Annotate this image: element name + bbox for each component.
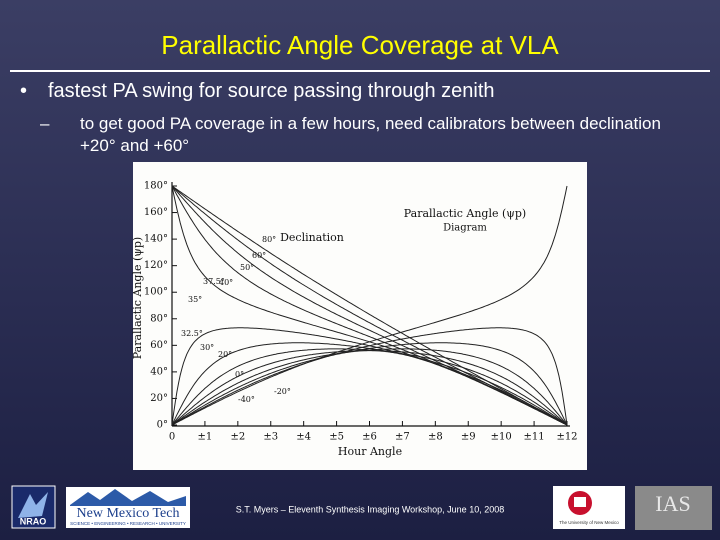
figure-title: Parallactic Angle (ψp): [404, 207, 526, 220]
sub-bullet-text: to get good PA coverage in a few hours, …: [80, 114, 661, 155]
bullet-dash: –: [40, 114, 50, 133]
x-tick-label: ±6: [362, 432, 377, 443]
x-tick-label: ±4: [296, 432, 311, 443]
x-tick-label: 0: [169, 432, 175, 443]
nmt-mountains: [70, 489, 186, 506]
x-tick-label: ±2: [230, 432, 245, 443]
curve: [171, 342, 568, 426]
curve-label: 40°: [219, 278, 233, 287]
y-tick-label: 0°: [157, 420, 168, 431]
bullet-dot: •: [20, 80, 28, 102]
unm-emblem-inner: [574, 497, 586, 507]
curve: [171, 327, 568, 426]
unm-text: The University of New Mexico: [559, 520, 619, 525]
curve: [171, 185, 568, 426]
x-tick-label: ±9: [461, 432, 476, 443]
nmt-subtext: SCIENCE • ENGINEERING • RESEARCH • UNIVE…: [70, 521, 186, 526]
curve: [171, 185, 568, 426]
curve-label: 37.5°: [203, 277, 225, 286]
sub-bullet: – to get good PA coverage in a few hours,…: [40, 113, 700, 157]
x-tick-label: ±10: [491, 432, 512, 443]
bullet-text: fastest PA swing for source passing thro…: [48, 80, 495, 102]
x-tick-label: ±11: [524, 432, 545, 443]
nrao-text: NRAO: [20, 516, 47, 526]
citation: S.T. Myers – Eleventh Synthesis Imaging …: [236, 504, 504, 514]
curve-label: -40°: [238, 395, 255, 404]
slide-title: Parallactic Angle Coverage at VLA: [161, 30, 559, 60]
ias-text: IAS: [655, 491, 690, 516]
curve-label: 32.5°: [181, 329, 203, 338]
curve-label: 30°: [200, 343, 214, 352]
y-tick-label: 120°: [144, 260, 168, 271]
x-axis-label: Hour Angle: [338, 445, 402, 458]
y-axis-label: Parallactic Angle (ψp): [131, 237, 144, 359]
x-tick-label: ±7: [395, 432, 410, 443]
y-tick-label: 100°: [144, 287, 168, 298]
x-tick-label: ±1: [198, 432, 213, 443]
y-tick-label: 80°: [150, 313, 168, 324]
legend-title: Declination: [280, 231, 344, 244]
curve-label: 0°: [235, 370, 244, 379]
y-tick-label: 60°: [150, 340, 168, 351]
x-tick-label: ±3: [263, 432, 278, 443]
ias-logo: [635, 486, 712, 530]
curve: [171, 348, 568, 426]
y-tick-label: 40°: [150, 366, 168, 377]
curve-label: 35°: [188, 295, 202, 304]
figure-frame: [133, 162, 587, 470]
bullet: • fastest PA swing for source passing thr…: [20, 80, 495, 103]
x-tick-label: ±12: [556, 432, 577, 443]
curve-label: 50°: [240, 263, 254, 272]
title-rule: [10, 70, 710, 72]
figure-subtitle: Diagram: [443, 223, 487, 234]
y-tick-label: 180°: [144, 181, 168, 192]
x-tick-label: ±8: [428, 432, 443, 443]
curve-label: 80°: [262, 235, 276, 244]
curve-label: -20°: [274, 387, 291, 396]
y-tick-label: 20°: [150, 393, 168, 404]
x-tick-label: ±5: [329, 432, 344, 443]
y-tick-label: 160°: [144, 207, 168, 218]
y-tick-label: 140°: [144, 234, 168, 245]
curve-label: 60°: [252, 251, 266, 260]
nrao-dish: [18, 492, 48, 518]
nmt-text: New Mexico Tech: [77, 506, 180, 521]
curve: [171, 185, 568, 426]
curve-label: 20°: [218, 350, 232, 359]
